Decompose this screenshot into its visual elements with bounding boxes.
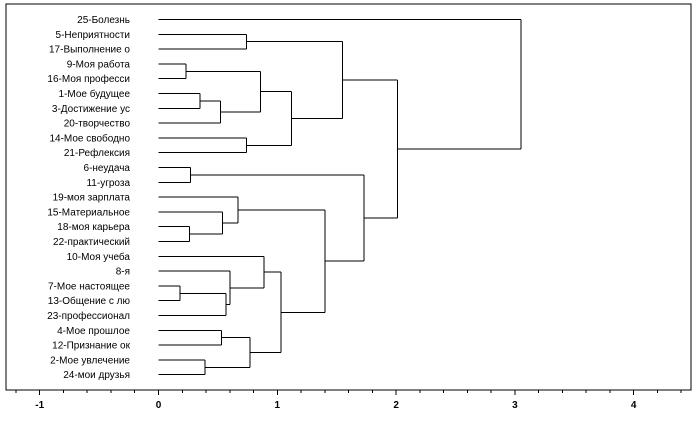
leaf-label-19: 7-Мое настоящее	[48, 281, 130, 292]
leaf-label-23: 12-Признание ок	[52, 341, 130, 352]
x-tick-label: 2	[393, 400, 399, 411]
leaf-label-20: 13-Общение с лю	[48, 295, 131, 307]
leaf-label-14: 15-Материальное	[47, 207, 130, 218]
x-tick-label: 4	[631, 400, 637, 411]
leaf-label-1: 25-Болезнь	[77, 15, 130, 26]
leaf-label-12: 11-угроза	[86, 178, 130, 189]
leaf-label-4: 9-Моя работа	[67, 58, 131, 70]
x-axis: -1 0 1 2 3 4	[15, 390, 682, 411]
leaf-label-18: 8-я	[116, 267, 130, 278]
x-tick-label: -1	[35, 400, 44, 411]
plot-frame	[5, 3, 692, 391]
leaf-label-8: 20-творчество	[64, 119, 131, 130]
leaf-label-2: 5-Неприятности	[56, 30, 130, 41]
leaf-label-6: 1-Мое будущее	[59, 88, 131, 100]
leaf-label-25: 24-мои друзья	[63, 370, 130, 381]
leaf-label-7: 3-Достижение ус	[52, 104, 130, 115]
leaf-label-3: 17-Выполнение о	[49, 45, 130, 56]
x-tick-label: 1	[275, 400, 281, 411]
leaf-label-16: 22-практический	[53, 237, 130, 248]
leaf-label-9: 14-Мое свободно	[49, 132, 130, 144]
leaf-label-11: 6-неудача	[84, 163, 131, 174]
leaf-label-15: 18-моя карьера	[57, 222, 130, 233]
leaf-label-17: 10-Моя учеба	[67, 251, 131, 263]
leaf-label-10: 21-Рефлексия	[64, 147, 130, 159]
merge-x	[158, 19, 522, 150]
dendrogram-tree	[158, 19, 522, 376]
leaf-label-21: 23-профессионал	[47, 310, 130, 322]
leaf-labels: 25-Болезнь 5-Неприятности 17-Выполнение о 9…	[47, 15, 130, 381]
leaf-label-24: 2-Мое увлечение	[50, 355, 130, 366]
x-tick-label: 3	[512, 400, 518, 411]
leaf-label-22: 4-Мое прошлое	[57, 326, 130, 337]
x-tick-label: 0	[156, 400, 162, 411]
leaf-label-13: 19-моя зарплата	[53, 193, 131, 204]
leaf-label-5: 16-Моя професси	[47, 73, 130, 85]
